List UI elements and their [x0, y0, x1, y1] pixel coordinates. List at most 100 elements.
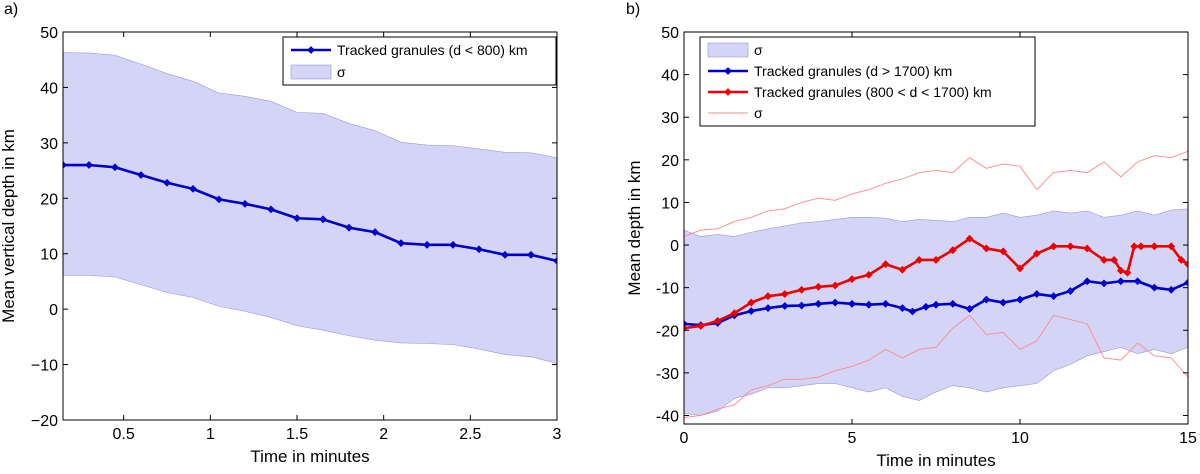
data-point — [1083, 244, 1092, 253]
data-point — [1100, 256, 1108, 264]
data-point — [915, 256, 924, 264]
legend-label: Tracked granules (d < 800) km — [337, 42, 528, 58]
data-point — [267, 205, 275, 214]
data-point — [1116, 277, 1125, 286]
y-tick-label: 20 — [40, 191, 58, 208]
data-point — [397, 239, 405, 248]
y-tick-label: 20 — [661, 153, 679, 170]
y-tick-label: 0 — [49, 302, 58, 319]
data-point — [1049, 292, 1058, 301]
panel-a-chart: 0.5 1 1.5 2 2.5 3 −20 −10 0 10 20 30 40 50 Time in min… — [0, 1, 562, 466]
data-point — [1123, 268, 1132, 277]
y-tick-label: 30 — [40, 136, 58, 153]
y-tick-label: 40 — [40, 80, 58, 97]
data-point — [965, 305, 974, 313]
data-point — [747, 298, 756, 307]
data-point — [948, 299, 957, 308]
panel-b-chart: 0 5 10 15 -40 -30 -20 -10 0 10 20 30 40 50 Time in min… — [625, 1, 1197, 470]
data-point — [1150, 283, 1159, 292]
legend-label: σ — [754, 42, 763, 58]
panel-label: b) — [626, 1, 640, 18]
data-point — [1066, 242, 1075, 251]
plot-content — [684, 150, 1188, 419]
data-point — [730, 309, 739, 318]
y-tick-label: -30 — [656, 366, 679, 383]
data-point — [948, 246, 957, 255]
legend-box — [699, 36, 1036, 127]
y-axis-label: Mean depth in km — [625, 160, 644, 295]
data-point — [797, 285, 806, 294]
plot-content — [63, 52, 557, 364]
data-point — [1083, 277, 1092, 286]
data-point — [797, 301, 806, 310]
data-point — [345, 223, 353, 232]
data-point — [764, 304, 772, 313]
legend-label: Tracked granules (800 < d < 1700) km — [754, 84, 992, 100]
data-point — [713, 316, 722, 325]
legend-swatch-marker — [724, 88, 732, 96]
data-point — [1137, 242, 1145, 251]
data-point — [1177, 256, 1186, 264]
data-point — [982, 244, 991, 253]
x-tick-label: 1 — [206, 426, 215, 443]
y-tick-label: 30 — [661, 110, 679, 127]
data-point — [449, 240, 457, 249]
x-tick-label: 10 — [1011, 430, 1029, 447]
data-point — [1130, 242, 1139, 251]
data-point — [1032, 249, 1041, 258]
data-point — [965, 234, 974, 243]
sigma-band — [684, 208, 1188, 416]
data-point — [1167, 242, 1176, 251]
data-point — [814, 299, 823, 308]
data-point — [982, 295, 991, 304]
y-tick-label: 10 — [40, 247, 58, 264]
sigma-band — [63, 52, 557, 364]
data-point — [189, 184, 197, 193]
x-tick-label: 5 — [848, 430, 857, 447]
data-point — [85, 161, 93, 169]
y-tick-label: 10 — [661, 195, 679, 212]
legend-swatch-marker — [307, 46, 315, 54]
data-point — [163, 178, 171, 187]
panel-label: a) — [4, 1, 18, 18]
legend-swatch-patch — [290, 64, 332, 80]
legend: σ Tracked granules (d > 1700) km Tracked g… — [699, 36, 1036, 127]
y-tick-label: -10 — [656, 281, 679, 298]
data-point — [908, 307, 917, 316]
data-point — [684, 324, 688, 333]
data-point — [1032, 290, 1041, 298]
x-axis-label: Time in minutes — [250, 447, 369, 466]
data-point — [764, 292, 772, 301]
y-tick-label: 40 — [661, 68, 679, 85]
y-tick-label: 0 — [670, 238, 679, 255]
data-point — [814, 282, 823, 291]
data-point — [1150, 242, 1159, 251]
data-point — [1016, 264, 1024, 273]
data-point — [932, 300, 940, 309]
data-point — [319, 215, 327, 224]
data-point — [111, 163, 119, 172]
data-point — [864, 270, 873, 279]
legend-swatch-patch — [707, 42, 749, 58]
data-point — [898, 265, 907, 274]
y-tick-label: 50 — [661, 25, 679, 42]
data-point — [922, 302, 930, 311]
y-tick-label: −20 — [31, 413, 58, 430]
data-point — [371, 228, 379, 237]
x-tick-label: 3 — [553, 426, 562, 443]
y-tick-label: −10 — [31, 358, 58, 375]
data-point — [423, 240, 431, 249]
axes-frame — [683, 31, 1189, 425]
data-point — [696, 322, 705, 330]
data-point — [1116, 266, 1125, 275]
data-point — [881, 260, 890, 269]
x-tick-label: 1.5 — [286, 426, 308, 443]
data-point — [848, 299, 856, 308]
data-point — [999, 247, 1008, 256]
data-point — [831, 298, 840, 307]
data-point — [780, 290, 789, 298]
sigma-thin-line-0 — [684, 150, 1188, 237]
data-point — [215, 195, 223, 204]
x-axis-label: Time in minutes — [876, 451, 995, 470]
